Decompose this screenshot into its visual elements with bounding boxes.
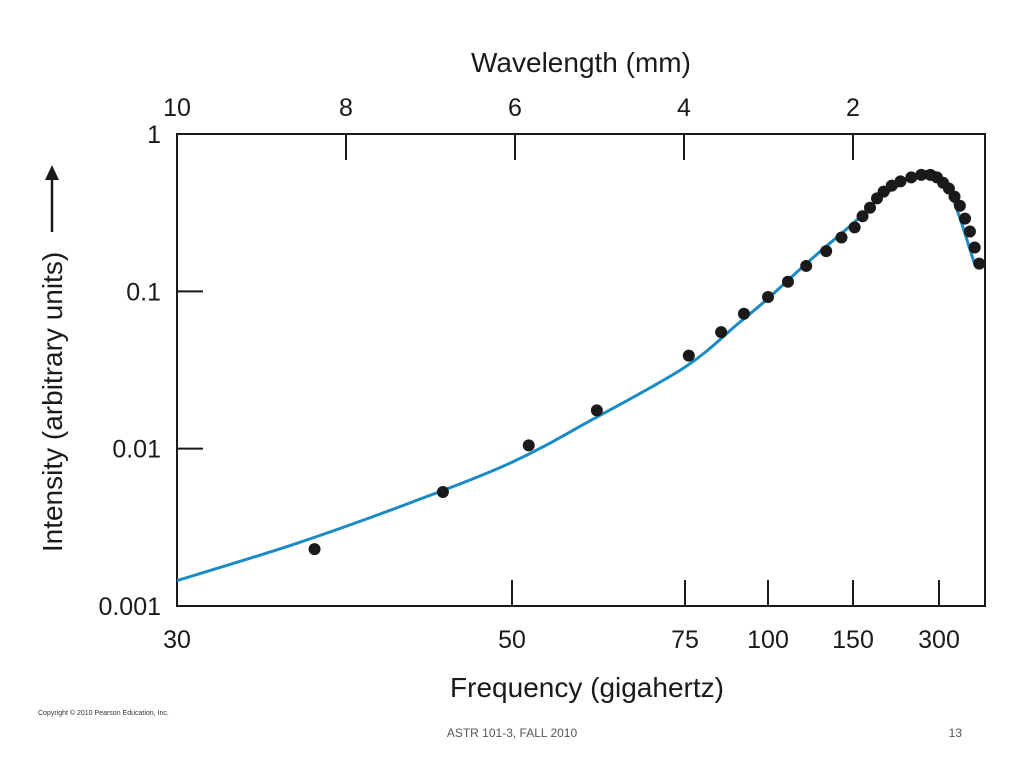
y-axis-title: Intensity (arbitrary units) (37, 252, 68, 552)
footer-page-number: 13 (948, 726, 962, 740)
data-point (682, 349, 695, 362)
data-point (835, 231, 848, 244)
data-point (963, 225, 976, 238)
data-point (915, 168, 928, 181)
data-point (968, 241, 981, 254)
x2-tick-label: 8 (339, 94, 353, 122)
x2-tick-label: 6 (508, 94, 522, 122)
x-axis-bottom: 30 50 75 100 150 300 (163, 580, 960, 654)
data-point (948, 190, 961, 203)
data-point (436, 486, 449, 499)
data-point (522, 439, 535, 452)
y-axis: 0.001 0.01 0.1 1 (98, 121, 203, 621)
x-tick-label: 300 (918, 626, 960, 654)
x-axis-top: 10 8 6 4 2 (163, 94, 860, 160)
x-tick-label: 100 (747, 626, 789, 654)
data-point (953, 199, 966, 212)
x-tick-label: 50 (498, 626, 526, 654)
data-point (590, 404, 603, 417)
data-point (762, 291, 774, 304)
data-point (820, 245, 833, 258)
plot-border (176, 133, 986, 607)
data-point (959, 212, 972, 225)
x-axis-title: Frequency (gigahertz) (450, 672, 724, 703)
x2-tick-label: 10 (163, 94, 191, 122)
copyright-notice: Copyright © 2010 Pearson Education, Inc. (38, 710, 169, 717)
data-point (781, 275, 794, 288)
x2-tick-label: 2 (846, 94, 860, 122)
data-point (737, 307, 750, 320)
x-tick-label: 30 (163, 626, 191, 654)
footer-course: ASTR 101-3, FALL 2010 (446, 726, 578, 740)
y-tick-label: 0.1 (126, 278, 161, 306)
y-tick-label: 0.001 (98, 593, 161, 621)
y-tick-label: 0.01 (112, 436, 161, 464)
x-tick-label: 75 (671, 626, 699, 654)
data-point (800, 259, 813, 272)
data-point (973, 257, 986, 270)
x2-axis-title: Wavelength (mm) (471, 47, 691, 78)
data-point (715, 326, 728, 339)
plot-frame (176, 133, 986, 607)
x-tick-label: 150 (832, 626, 874, 654)
data-point (894, 175, 907, 188)
x2-tick-label: 4 (677, 94, 691, 122)
data-point (848, 221, 861, 234)
arrow-up-icon (45, 165, 59, 232)
data-point (856, 210, 869, 223)
y-tick-label: 1 (147, 121, 161, 149)
data-point (905, 171, 918, 184)
data-point (863, 201, 876, 214)
data-point (308, 543, 321, 556)
series-layer (177, 168, 986, 583)
